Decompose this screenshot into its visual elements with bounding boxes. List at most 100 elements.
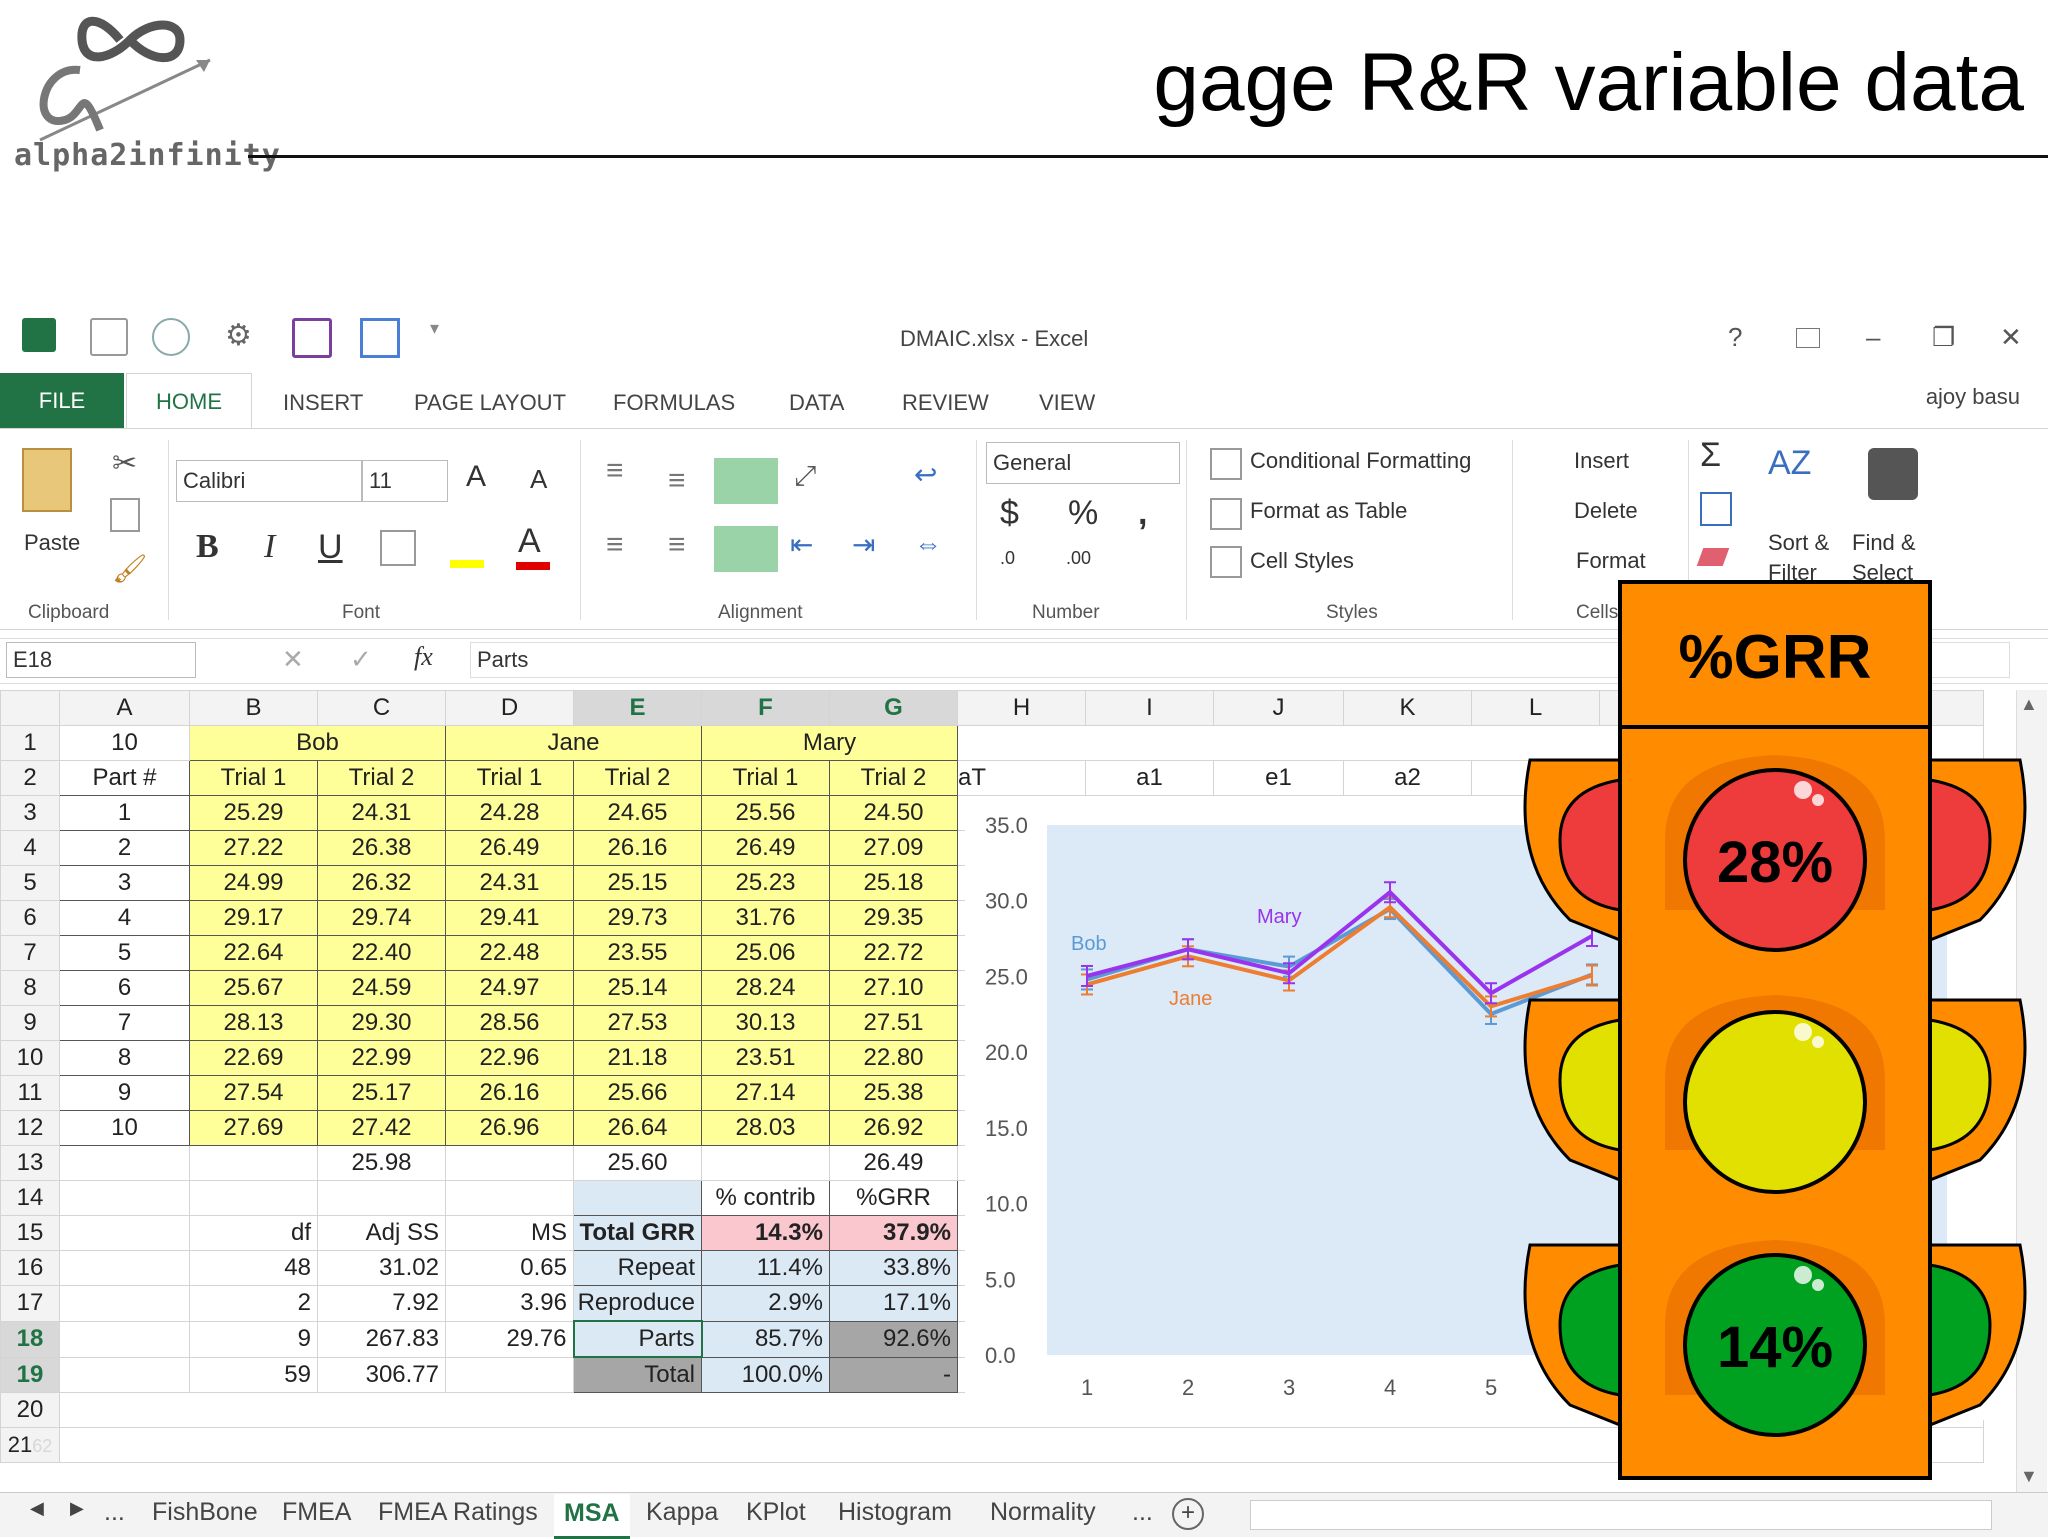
operator-header[interactable]: Bob	[189, 725, 446, 761]
summary-label[interactable]: Total GRR	[573, 1215, 702, 1251]
measurement-cell[interactable]: 31.76	[701, 900, 830, 936]
measurement-cell[interactable]: 22.99	[317, 1040, 446, 1076]
measurement-cell[interactable]: 29.35	[829, 900, 958, 936]
measurement-cell[interactable]: 25.18	[829, 865, 958, 901]
column-header[interactable]: L	[1471, 690, 1600, 726]
summary-value[interactable]: 33.8%	[829, 1250, 958, 1286]
summary-value[interactable]: 14.3%	[701, 1215, 830, 1251]
measurement-cell[interactable]: 27.69	[189, 1110, 318, 1146]
row-header[interactable]: 4	[0, 830, 60, 866]
row-header[interactable]: 12	[0, 1110, 60, 1146]
cell[interactable]: 25.98	[317, 1145, 446, 1181]
borders-icon[interactable]	[380, 530, 416, 566]
cell[interactable]	[59, 1320, 190, 1358]
cell[interactable]: 9	[189, 1320, 318, 1358]
row-header[interactable]: 15	[0, 1215, 60, 1251]
summary-value[interactable]: -	[829, 1356, 958, 1393]
close-icon[interactable]: ✕	[2000, 322, 2022, 352]
measurement-cell[interactable]: 29.41	[445, 900, 574, 936]
summary-header[interactable]: %GRR	[829, 1180, 958, 1216]
merge-center-icon[interactable]: ⇔	[914, 528, 942, 559]
delete-cells-button[interactable]: Delete	[1574, 498, 1638, 523]
cell[interactable]	[189, 1145, 318, 1181]
measurement-cell[interactable]: 29.73	[573, 900, 702, 936]
measurement-cell[interactable]: 24.28	[445, 795, 574, 831]
cell[interactable]: 25.60	[573, 1145, 702, 1181]
name-box[interactable]: E18	[6, 642, 196, 678]
conditional-formatting-button[interactable]: Conditional Formatting	[1250, 448, 1472, 473]
measurement-cell[interactable]: 26.16	[445, 1075, 574, 1111]
cell[interactable]	[189, 1180, 318, 1216]
column-header[interactable]: C	[317, 690, 446, 726]
measurement-cell[interactable]: 27.10	[829, 970, 958, 1006]
part-number-cell[interactable]: 2	[59, 830, 190, 866]
cell[interactable]: 59	[189, 1356, 318, 1393]
scroll-up-icon[interactable]: ▲	[2020, 694, 2038, 714]
measurement-cell[interactable]: 22.69	[189, 1040, 318, 1076]
font-name-select[interactable]: Calibri	[176, 460, 362, 502]
measurement-cell[interactable]: 26.96	[445, 1110, 574, 1146]
tab-home[interactable]: HOME	[126, 373, 252, 430]
summary-value[interactable]: 2.9%	[701, 1285, 830, 1322]
currency-button[interactable]: $	[1000, 494, 1019, 532]
decrease-font-button[interactable]: A	[530, 464, 548, 494]
measurement-cell[interactable]: 22.96	[445, 1040, 574, 1076]
tab-data[interactable]: DATA	[789, 390, 845, 415]
cell[interactable]: MS	[445, 1215, 574, 1251]
column-header[interactable]: B	[189, 690, 318, 726]
measurement-cell[interactable]: 29.30	[317, 1005, 446, 1041]
cell[interactable]	[59, 1215, 190, 1251]
insert-function-icon[interactable]: fx	[414, 642, 433, 671]
column-header[interactable]: D	[445, 690, 574, 726]
cell[interactable]	[59, 1145, 190, 1181]
align-middle-button[interactable]	[714, 458, 778, 504]
cell[interactable]: 7.92	[317, 1285, 446, 1322]
row-header[interactable]: 13	[0, 1145, 60, 1181]
font-color-icon[interactable]: A	[518, 522, 541, 560]
measurement-cell[interactable]: 27.22	[189, 830, 318, 866]
cell-styles-button[interactable]: Cell Styles	[1250, 548, 1354, 573]
summary-label-selected[interactable]: Parts	[572, 1320, 703, 1358]
sheet-tab-more[interactable]: ...	[104, 1498, 125, 1526]
measurement-cell[interactable]: 24.99	[189, 865, 318, 901]
header-cell[interactable]: Trial 1	[189, 760, 318, 796]
measurement-cell[interactable]: 23.55	[573, 935, 702, 971]
bold-button[interactable]: B	[196, 528, 219, 565]
measurement-cell[interactable]: 23.51	[701, 1040, 830, 1076]
header-cell[interactable]: Trial 1	[701, 760, 830, 796]
row-header[interactable]: 3	[0, 795, 60, 831]
row-header[interactable]: 10	[0, 1040, 60, 1076]
summary-value[interactable]: 85.7%	[701, 1320, 830, 1358]
measurement-cell[interactable]: 26.32	[317, 865, 446, 901]
operator-header[interactable]: Mary	[701, 725, 958, 761]
format-as-table-button[interactable]: Format as Table	[1250, 498, 1408, 523]
align-top-icon[interactable]: ≡	[606, 454, 624, 487]
scroll-right-icon[interactable]: ▶	[70, 1498, 84, 1518]
measurement-cell[interactable]: 26.38	[317, 830, 446, 866]
summary-value[interactable]: 37.9%	[829, 1215, 958, 1251]
tab-file[interactable]: FILE	[0, 373, 124, 428]
paste-icon[interactable]	[22, 448, 72, 512]
minimize-icon[interactable]: –	[1866, 322, 1881, 352]
find-select-icon[interactable]	[1868, 448, 1918, 500]
measurement-cell[interactable]: 25.23	[701, 865, 830, 901]
measurement-cell[interactable]: 27.53	[573, 1005, 702, 1041]
enter-icon[interactable]: ✓	[350, 644, 372, 674]
measurement-cell[interactable]: 24.31	[445, 865, 574, 901]
measurement-cell[interactable]: 27.14	[701, 1075, 830, 1111]
align-right-button[interactable]	[714, 526, 778, 572]
underline-button[interactable]: U	[318, 528, 343, 566]
row-header[interactable]: 9	[0, 1005, 60, 1041]
decrease-decimal-button[interactable]: .00	[1066, 548, 1092, 568]
row-header[interactable]: 1	[0, 725, 60, 761]
measurement-cell[interactable]: 29.74	[317, 900, 446, 936]
format-cells-button[interactable]: Format	[1576, 548, 1646, 573]
measurement-cell[interactable]: 28.24	[701, 970, 830, 1006]
row-header[interactable]: 18	[0, 1320, 60, 1358]
measurement-cell[interactable]: 29.17	[189, 900, 318, 936]
sort-filter-label[interactable]: Sort &	[1768, 530, 1830, 555]
cell[interactable]: 3.96	[445, 1285, 574, 1322]
measurement-cell[interactable]: 25.29	[189, 795, 318, 831]
sheet-tab-kappa[interactable]: Kappa	[646, 1498, 719, 1526]
restore-icon[interactable]: ❐	[1932, 322, 1956, 352]
